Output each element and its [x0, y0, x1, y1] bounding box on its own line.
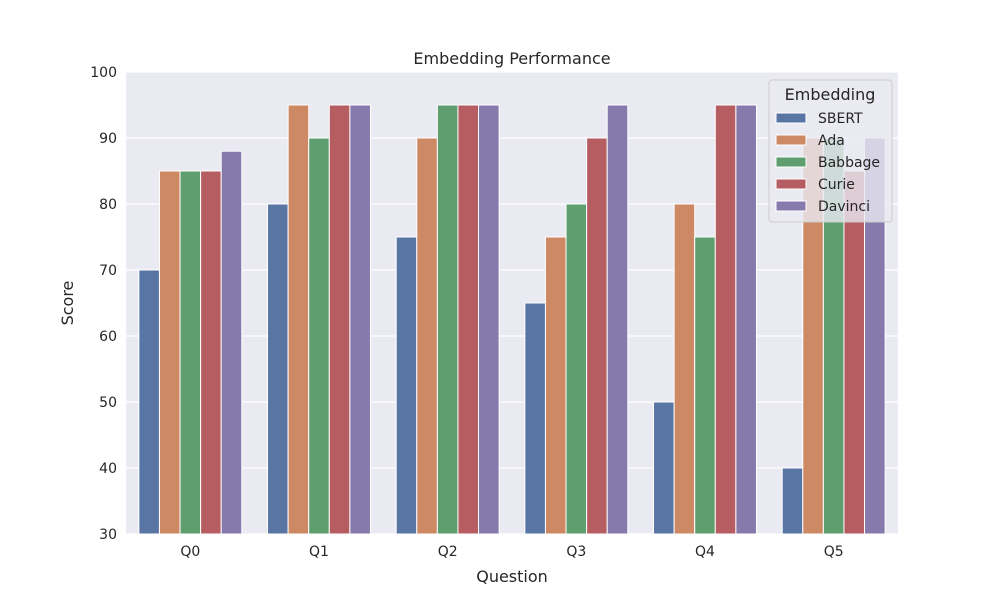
x-tick-label: Q4: [695, 544, 715, 560]
legend-label: Davinci: [818, 199, 870, 215]
x-axis-label: Question: [476, 567, 548, 586]
bar-sbert-q2: [395, 236, 418, 535]
legend-swatch-ada: [775, 134, 807, 146]
y-tick-label: 70: [99, 263, 117, 279]
y-tick-label: 40: [99, 461, 117, 477]
bar-ada-q2: [416, 137, 438, 535]
bar-babbage-q2: [436, 104, 459, 535]
bar-curie-q4: [714, 104, 737, 535]
x-tick-label: Q1: [309, 544, 329, 560]
bar-ada-q0: [158, 170, 181, 535]
bar-curie-q5: [843, 170, 866, 535]
legend-swatch-babbage: [775, 156, 807, 168]
legend-swatch-davinci: [775, 200, 807, 212]
legend-label: Ada: [818, 133, 845, 149]
x-tick-label: Q2: [438, 544, 458, 560]
bar-davinci-q0: [220, 150, 243, 535]
x-tick-label: Q3: [566, 544, 586, 560]
bar-ada-q4: [673, 203, 696, 535]
y-tick-label: 60: [99, 329, 117, 345]
bar-davinci-q2: [478, 104, 500, 535]
y-tick-label: 50: [99, 395, 117, 411]
bar-curie-q0: [200, 170, 222, 535]
legend-label: SBERT: [818, 111, 863, 127]
bar-davinci-q4: [735, 104, 757, 535]
bar-sbert-q3: [524, 302, 546, 535]
y-tick-label: 30: [99, 527, 117, 543]
bar-ada-q3: [544, 236, 567, 535]
y-tick-label: 80: [99, 197, 117, 213]
x-tick-label: Q0: [180, 544, 200, 560]
chart-title: Embedding Performance: [413, 49, 610, 68]
legend-label: Babbage: [818, 155, 880, 171]
bar-curie-q1: [328, 104, 351, 535]
bar-davinci-q3: [606, 104, 629, 535]
bar-babbage-q4: [694, 236, 716, 535]
bar-ada-q1: [287, 104, 310, 535]
bar-curie-q3: [586, 137, 608, 535]
bar-sbert-q5: [781, 467, 804, 535]
bar-sbert-q0: [138, 269, 160, 535]
legend: Embedding SBERT Ada Babbage Curie Davinci: [768, 79, 893, 223]
bar-curie-q2: [457, 104, 480, 535]
bar-babbage-q3: [565, 203, 588, 535]
bar-davinci-q1: [349, 104, 371, 535]
y-tick-label: 100: [90, 65, 117, 81]
y-tick-label: 90: [99, 131, 117, 147]
bar-babbage-q1: [308, 137, 330, 535]
legend-swatch-sbert: [775, 112, 807, 124]
bar-babbage-q0: [179, 170, 202, 535]
bar-sbert-q4: [653, 401, 675, 535]
legend-label: Curie: [818, 177, 855, 193]
y-axis-label: Score: [58, 281, 77, 326]
legend-title: Embedding: [785, 85, 876, 104]
legend-swatch-curie: [775, 178, 807, 190]
bar-sbert-q1: [267, 203, 289, 535]
x-tick-label: Q5: [824, 544, 844, 560]
